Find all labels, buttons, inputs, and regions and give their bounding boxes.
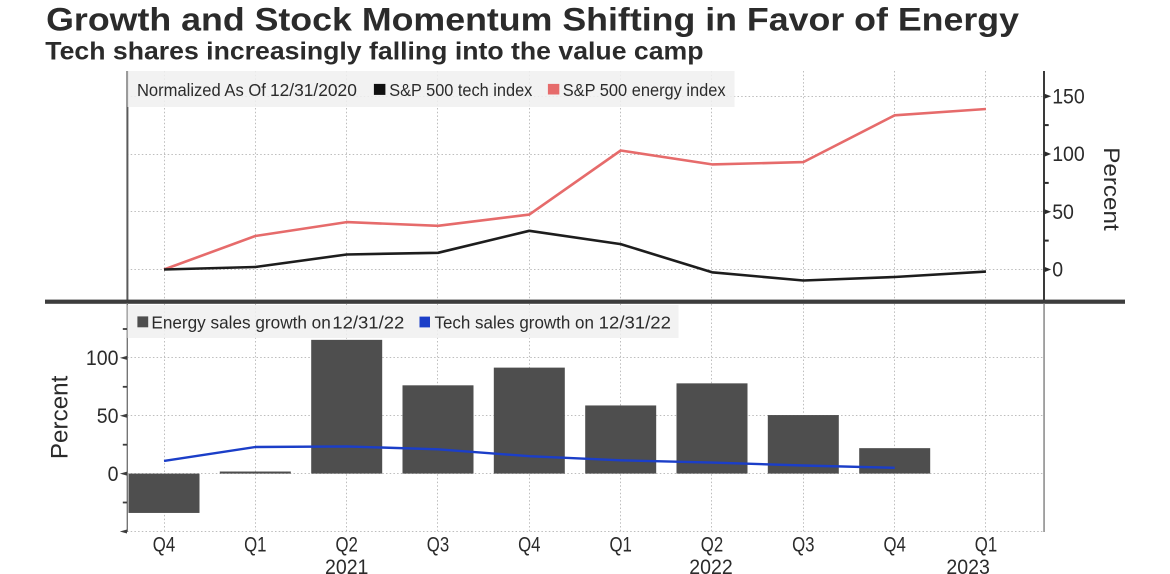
svg-text:Tech shares increasingly falli: Tech shares increasingly falling into th… (45, 39, 703, 66)
svg-text:100: 100 (86, 347, 119, 370)
svg-text:12/31/22: 12/31/22 (599, 312, 671, 332)
svg-text:2023: 2023 (946, 556, 989, 574)
svg-text:Q4: Q4 (883, 534, 906, 557)
svg-text:Q4: Q4 (518, 534, 541, 557)
svg-text:Q4: Q4 (153, 534, 176, 557)
svg-text:Q1: Q1 (609, 534, 631, 557)
svg-text:Q2: Q2 (701, 534, 723, 557)
svg-text:2022: 2022 (689, 556, 732, 574)
svg-text:Percent: Percent (46, 375, 73, 459)
svg-text:Growth and Stock Momentum Shif: Growth and Stock Momentum Shifting in Fa… (46, 1, 1020, 38)
svg-text:Normalized As Of: Normalized As Of (137, 80, 266, 100)
svg-text:150: 150 (1052, 85, 1085, 108)
svg-text:0: 0 (1052, 259, 1063, 282)
svg-text:2021: 2021 (325, 556, 368, 574)
svg-text:100: 100 (1052, 143, 1085, 166)
svg-text:50: 50 (97, 405, 119, 428)
svg-text:12/31/2020: 12/31/2020 (270, 80, 357, 100)
svg-text:S&P 500 tech index: S&P 500 tech index (389, 80, 533, 100)
svg-text:Q1: Q1 (975, 534, 997, 557)
svg-text:S&P 500 energy index: S&P 500 energy index (563, 80, 726, 100)
svg-text:Energy sales growth on: Energy sales growth on (151, 312, 330, 332)
svg-text:Q3: Q3 (792, 534, 814, 557)
svg-text:0: 0 (108, 463, 119, 486)
svg-text:50: 50 (1052, 201, 1074, 224)
svg-text:Q3: Q3 (427, 534, 449, 557)
svg-text:Q1: Q1 (244, 534, 266, 557)
svg-text:Tech sales growth on: Tech sales growth on (435, 312, 594, 332)
svg-text:Q2: Q2 (335, 534, 357, 557)
svg-text:12/31/22: 12/31/22 (332, 312, 404, 332)
svg-text:Percent: Percent (1099, 147, 1124, 230)
